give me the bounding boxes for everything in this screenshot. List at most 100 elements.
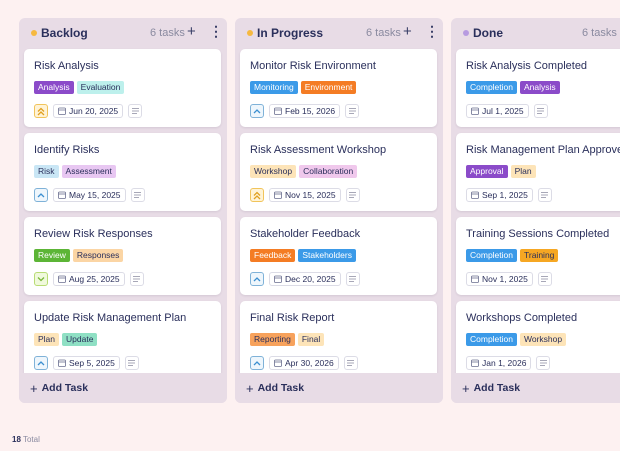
task-card[interactable]: Monitor Risk Environment Monitoring Envi… (240, 49, 437, 127)
tag-list: Analysis Evaluation (34, 81, 125, 94)
tag: Plan (510, 165, 536, 178)
due-date[interactable]: Nov 1, 2025 (466, 272, 533, 286)
tag-list: Workshop Collaboration (250, 165, 358, 178)
status-dot (31, 30, 37, 36)
calendar-icon (471, 191, 479, 199)
notes-icon[interactable] (130, 188, 145, 202)
notes-icon[interactable] (343, 356, 358, 370)
notes-icon[interactable] (537, 272, 552, 286)
card-title: Review Risk Responses (34, 228, 153, 240)
add-task-label: Add Task (257, 382, 305, 394)
task-card[interactable]: Risk Analysis Completed Completion Analy… (456, 49, 620, 127)
due-date[interactable]: May 15, 2025 (53, 188, 126, 202)
task-card[interactable]: Risk Management Plan Approved Approval P… (456, 133, 620, 211)
chevron-up-icon[interactable] (250, 356, 264, 370)
due-date[interactable]: Aug 25, 2025 (53, 272, 125, 286)
task-card[interactable]: Risk Analysis Analysis Evaluation Jun 20… (24, 49, 221, 127)
card-title: Risk Management Plan Approved (466, 144, 620, 156)
column-backlog: Backlog 6 tasks + ⋮ Risk Analysis Analys… (19, 18, 227, 403)
due-date[interactable]: Feb 15, 2026 (269, 104, 341, 118)
due-date-text: Sep 1, 2025 (482, 190, 528, 200)
due-date[interactable]: Sep 1, 2025 (466, 188, 533, 202)
double-chevron-up-icon[interactable] (34, 104, 48, 118)
task-card[interactable]: Stakeholder Feedback Feedback Stakeholde… (240, 217, 437, 295)
card-meta: Aug 25, 2025 (34, 272, 144, 286)
calendar-icon (471, 275, 479, 283)
card-meta: Feb 15, 2026 (250, 104, 360, 118)
tag-list: Risk Assessment (34, 165, 116, 178)
tag: Responses (72, 249, 124, 262)
task-card[interactable]: Update Risk Management Plan Plan Update … (24, 301, 221, 379)
due-date[interactable]: Dec 20, 2025 (269, 272, 341, 286)
tag-list: Feedback Stakeholders (250, 249, 356, 262)
task-card[interactable]: Workshops Completed Completion Workshop … (456, 301, 620, 379)
more-vertical-icon[interactable]: ⋮ (425, 23, 439, 39)
tag: Risk (34, 165, 59, 178)
card-title: Update Risk Management Plan (34, 312, 187, 324)
due-date-text: Feb 15, 2026 (285, 106, 336, 116)
due-date[interactable]: Jun 20, 2025 (53, 104, 124, 118)
calendar-icon (58, 191, 66, 199)
task-card[interactable]: Final Risk Report Reporting Final Apr 30… (240, 301, 437, 379)
tag: Completion (466, 333, 517, 346)
due-date[interactable]: Jan 1, 2026 (466, 356, 532, 370)
tag-list: Completion Workshop (466, 333, 567, 346)
task-card[interactable]: Training Sessions Completed Completion T… (456, 217, 620, 295)
chevron-up-icon[interactable] (34, 188, 48, 202)
add-task-button[interactable]: + Add Task (19, 373, 227, 403)
tag: Approval (466, 165, 508, 178)
due-date[interactable]: Jul 1, 2025 (466, 104, 529, 118)
notes-icon[interactable] (124, 356, 139, 370)
column-in-progress: In Progress 6 tasks + ⋮ Monitor Risk Env… (235, 18, 443, 403)
task-card[interactable]: Risk Assessment Workshop Workshop Collab… (240, 133, 437, 211)
card-title: Risk Analysis (34, 60, 99, 72)
due-date[interactable]: Nov 15, 2025 (269, 188, 341, 202)
total-count: 18 Total (12, 435, 40, 444)
add-task-label: Add Task (473, 382, 521, 394)
notes-icon[interactable] (533, 104, 548, 118)
chevron-up-icon[interactable] (250, 272, 264, 286)
notes-icon[interactable] (345, 272, 360, 286)
add-task-button[interactable]: + Add Task (451, 373, 620, 403)
task-card[interactable]: Review Risk Responses Review Responses A… (24, 217, 221, 295)
card-meta: Nov 15, 2025 (250, 188, 360, 202)
calendar-icon (471, 107, 479, 115)
due-date[interactable]: Apr 30, 2026 (269, 356, 339, 370)
tag-list: Approval Plan (466, 165, 536, 178)
task-count: 6 tasks (366, 27, 401, 39)
due-date-text: Dec 20, 2025 (285, 274, 336, 284)
calendar-icon (274, 107, 282, 115)
tag-list: Completion Analysis (466, 81, 560, 94)
more-vertical-icon[interactable]: ⋮ (209, 23, 223, 39)
card-title: Workshops Completed (466, 312, 578, 324)
add-icon[interactable]: + (403, 23, 412, 40)
due-date[interactable]: Sep 5, 2025 (53, 356, 120, 370)
tag-list: Review Responses (34, 249, 124, 262)
total-label: Total (22, 435, 40, 444)
add-icon[interactable]: + (187, 23, 196, 40)
due-date-text: Jan 1, 2026 (482, 358, 527, 368)
task-card[interactable]: Identify Risks Risk Assessment May 15, 2… (24, 133, 221, 211)
notes-icon[interactable] (345, 104, 360, 118)
tag-list: Completion Training (466, 249, 559, 262)
card-title: Stakeholder Feedback (250, 228, 361, 240)
chevron-up-icon[interactable] (250, 104, 264, 118)
task-count: 6 tasks (582, 27, 617, 39)
tag: Environment (300, 81, 357, 94)
double-chevron-up-icon[interactable] (250, 188, 264, 202)
notes-icon[interactable] (128, 104, 143, 118)
calendar-icon (58, 359, 66, 367)
notes-icon[interactable] (129, 272, 144, 286)
notes-icon[interactable] (537, 188, 552, 202)
column-header: Done 6 tasks (451, 18, 620, 48)
tag: Assessment (61, 165, 116, 178)
chevron-down-icon[interactable] (34, 272, 48, 286)
card-title: Risk Assessment Workshop (250, 144, 387, 156)
card-meta: Jan 1, 2026 (466, 356, 551, 370)
notes-icon[interactable] (345, 188, 360, 202)
add-task-button[interactable]: + Add Task (235, 373, 443, 403)
notes-icon[interactable] (536, 356, 551, 370)
chevron-up-icon[interactable] (34, 356, 48, 370)
tag: Review (34, 249, 70, 262)
due-date-text: Aug 25, 2025 (69, 274, 120, 284)
